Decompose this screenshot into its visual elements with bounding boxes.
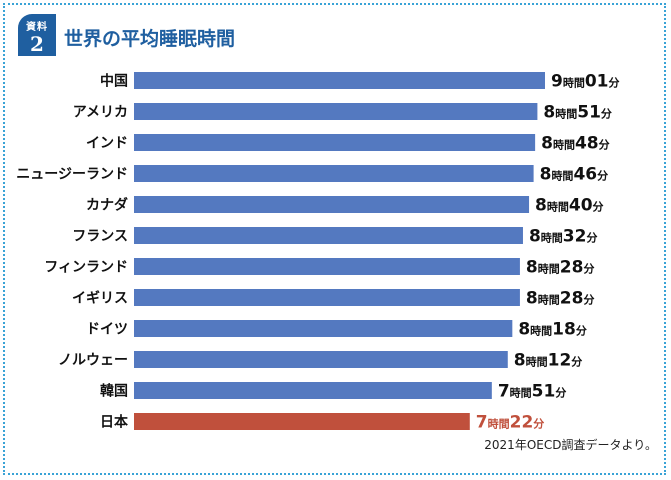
bar (134, 289, 520, 306)
value-label: 8時間28分 (526, 258, 595, 278)
category-label: 日本 (100, 414, 129, 431)
category-label: ドイツ (86, 322, 128, 338)
category-label: インド (86, 136, 128, 152)
category-label: カナダ (86, 197, 128, 214)
bar (134, 103, 538, 120)
chart-frame (3, 3, 666, 475)
value-label: 8時間48分 (541, 134, 610, 154)
category-label: 中国 (100, 73, 128, 90)
value-label: 8時間28分 (526, 289, 595, 309)
bar (134, 413, 470, 430)
category-label: ニュージーランド (16, 167, 128, 183)
material-badge: 資料 2 (18, 14, 56, 56)
category-label: フィンランド (44, 260, 128, 276)
value-label: 7時間51分 (498, 382, 567, 402)
value-label: 8時間46分 (540, 165, 609, 185)
bar (134, 72, 545, 89)
category-label: イギリス (72, 290, 128, 307)
bar (134, 320, 513, 337)
chart-title: 世界の平均睡眠時間 (64, 28, 236, 50)
value-label: 7時間22分 (476, 413, 545, 433)
category-label: アメリカ (73, 105, 128, 121)
value-label: 8時間51分 (543, 103, 612, 123)
category-label: 韓国 (100, 383, 128, 400)
category-label: フランス (72, 229, 128, 245)
source-note: 2021年OECD調査データより。 (484, 438, 657, 452)
bar (134, 258, 520, 275)
badge-label: 資料 (26, 22, 48, 33)
bar (134, 134, 536, 151)
badge-number: 2 (30, 32, 44, 56)
value-label: 8時間40分 (535, 196, 604, 216)
value-label: 8時間12分 (514, 351, 583, 371)
bar (134, 196, 530, 213)
value-label: 9時間01分 (551, 72, 620, 92)
value-label: 8時間32分 (529, 227, 598, 247)
value-label: 8時間18分 (518, 320, 587, 340)
category-label: ノルウェー (58, 353, 128, 369)
bar (134, 165, 534, 182)
bar (134, 351, 508, 368)
bar (134, 382, 492, 399)
bar (134, 227, 523, 244)
